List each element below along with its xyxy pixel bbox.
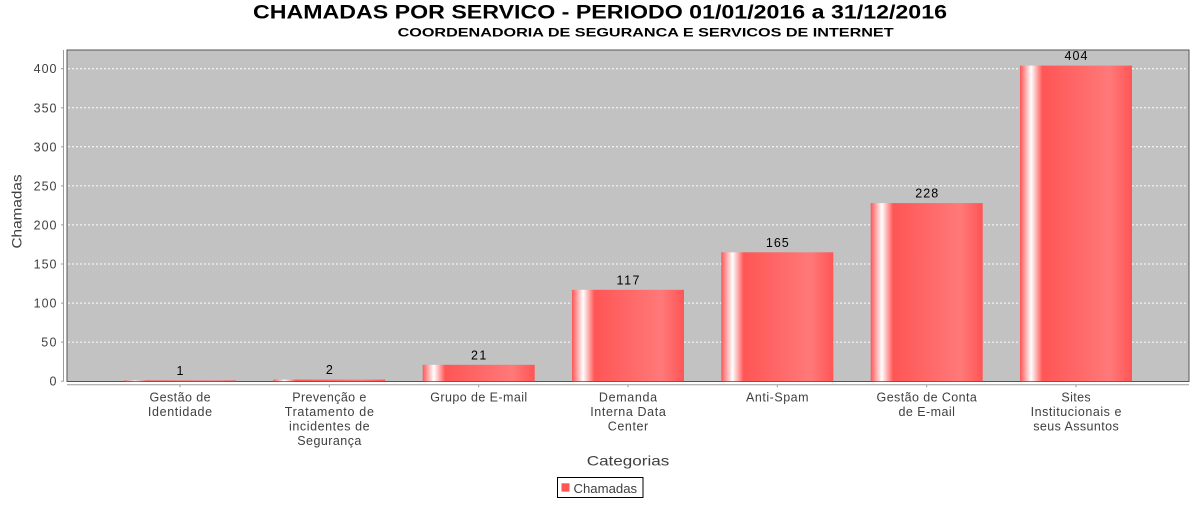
svg-text:1: 1 xyxy=(177,364,184,378)
svg-text:0: 0 xyxy=(50,375,57,389)
svg-text:Chamadas: Chamadas xyxy=(574,482,638,496)
svg-text:50: 50 xyxy=(41,336,56,350)
svg-text:seus Assuntos: seus Assuntos xyxy=(1033,419,1119,433)
svg-text:Sites: Sites xyxy=(1061,390,1090,404)
svg-text:2: 2 xyxy=(326,363,333,377)
svg-text:Categorias: Categorias xyxy=(587,453,670,469)
svg-text:Identidade: Identidade xyxy=(148,405,212,419)
svg-text:de E-mail: de E-mail xyxy=(899,405,955,419)
svg-text:100: 100 xyxy=(34,297,57,311)
svg-text:250: 250 xyxy=(34,179,57,193)
svg-text:Grupo de E-mail: Grupo de E-mail xyxy=(430,390,527,404)
svg-text:404: 404 xyxy=(1065,49,1088,63)
svg-text:CHAMADAS POR SERVICO - PERIODO: CHAMADAS POR SERVICO - PERIODO 01/01/201… xyxy=(253,3,947,24)
svg-text:Chamadas: Chamadas xyxy=(9,175,25,249)
svg-text:Demanda: Demanda xyxy=(599,390,657,404)
svg-text:150: 150 xyxy=(34,258,57,272)
svg-text:300: 300 xyxy=(34,140,57,154)
svg-text:Segurança: Segurança xyxy=(297,434,361,448)
svg-text:165: 165 xyxy=(766,236,789,250)
svg-text:400: 400 xyxy=(34,62,57,76)
svg-text:200: 200 xyxy=(34,218,57,232)
svg-text:Anti-Spam: Anti-Spam xyxy=(746,390,809,404)
svg-text:incidentes de: incidentes de xyxy=(289,419,370,433)
svg-text:Gestão de: Gestão de xyxy=(149,390,210,404)
svg-text:350: 350 xyxy=(34,101,57,115)
svg-text:Center: Center xyxy=(608,419,648,433)
svg-text:117: 117 xyxy=(617,273,640,287)
svg-text:228: 228 xyxy=(915,187,938,201)
svg-text:Prevenção e: Prevenção e xyxy=(292,390,366,404)
svg-text:21: 21 xyxy=(471,348,486,362)
svg-text:Tratamento de: Tratamento de xyxy=(285,405,374,419)
svg-text:Institucionais e: Institucionais e xyxy=(1031,405,1122,419)
svg-text:Gestão de Conta: Gestão de Conta xyxy=(877,390,977,404)
svg-text:Interna Data: Interna Data xyxy=(590,405,666,419)
svg-text:COORDENADORIA DE SEGURANCA E S: COORDENADORIA DE SEGURANCA E SERVICOS DE… xyxy=(398,26,895,40)
